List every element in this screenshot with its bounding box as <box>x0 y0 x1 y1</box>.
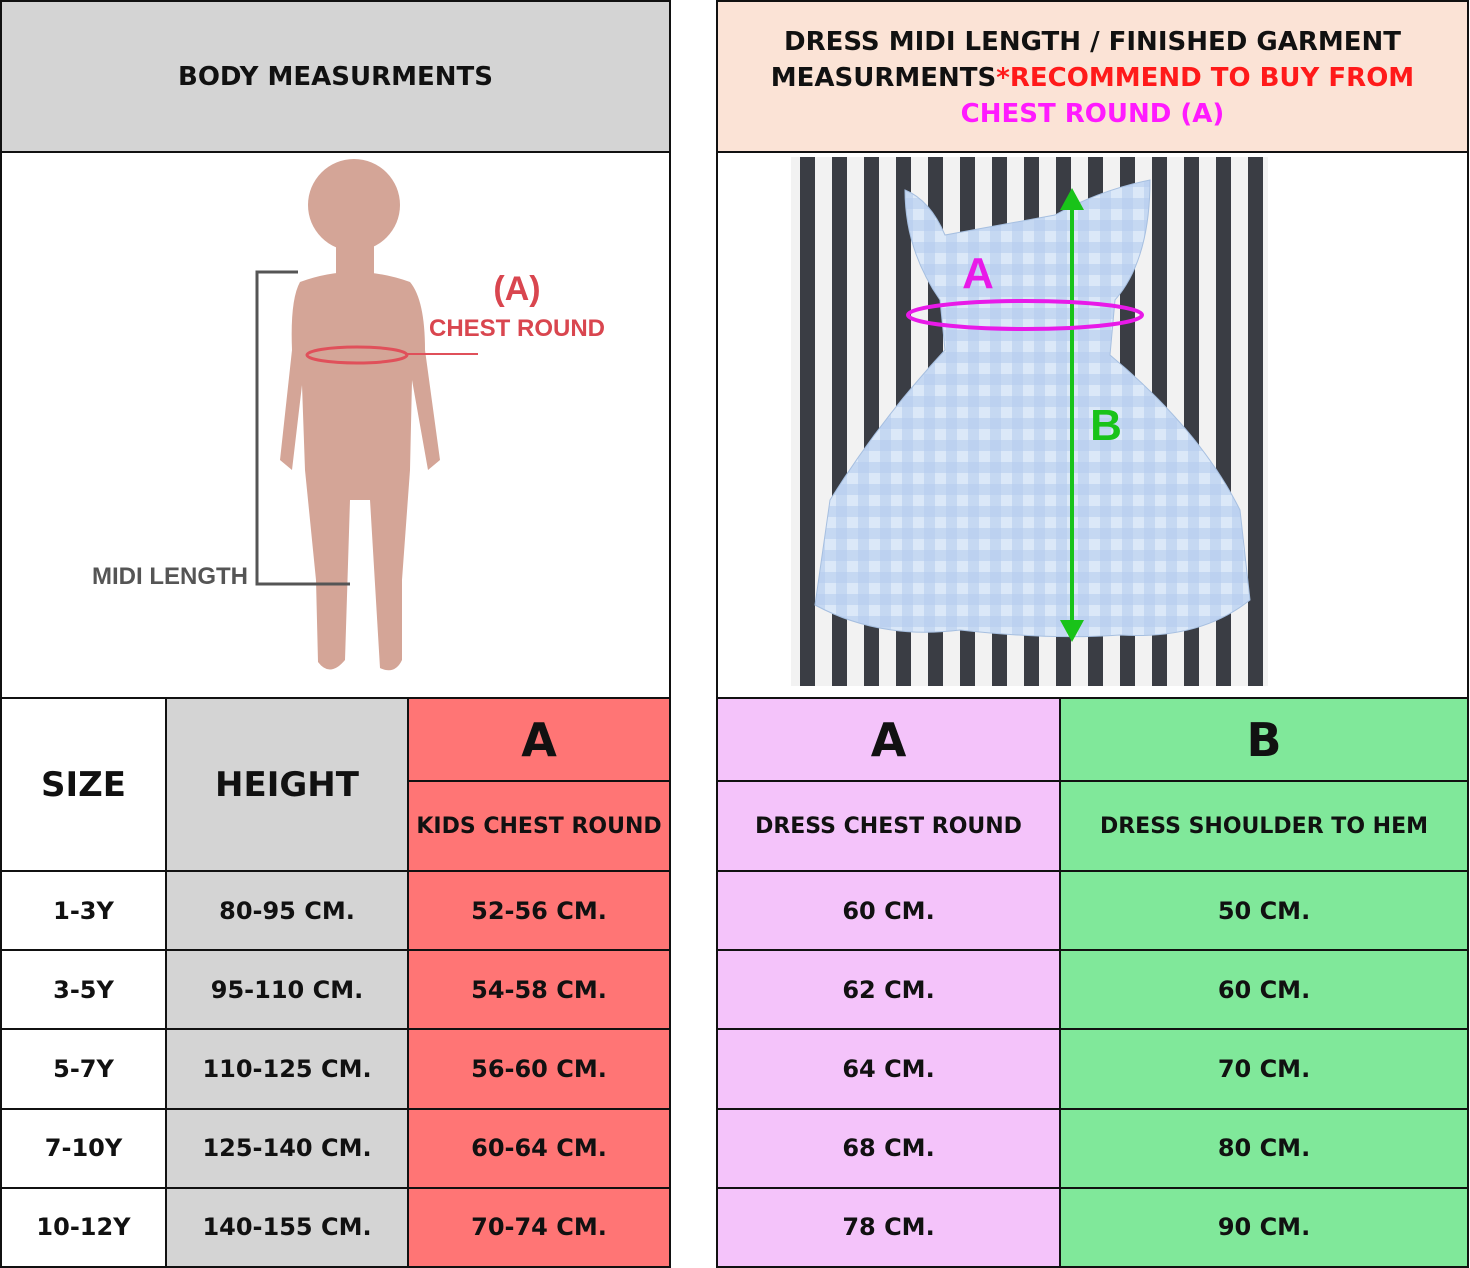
size-cell: 7-10Y <box>0 1107 167 1189</box>
dress-length-header: DRESS SHOULDER TO HEM <box>1059 780 1469 872</box>
dress-chest-header-text: DRESS CHEST ROUND <box>755 813 1022 839</box>
kids-chest-cell: 60-64 CM. <box>407 1107 671 1189</box>
height-cell: 95-110 CM. <box>165 949 409 1031</box>
height-cell: 140-155 CM. <box>165 1186 409 1268</box>
height-cell: 80-95 CM. <box>165 870 409 952</box>
b-header-text: B <box>1246 712 1282 767</box>
kids-chest-cell: 70-74 CM. <box>407 1186 671 1268</box>
dress-chest-cell: 64 CM. <box>716 1028 1061 1110</box>
a-header-text: A <box>870 712 907 767</box>
left-header: BODY MEASURMENTS <box>0 0 671 153</box>
kids-chest-cell-text: 60-64 CM. <box>471 1134 607 1163</box>
height-header-text: HEIGHT <box>215 764 359 805</box>
kids-chest-header-text: KIDS CHEST ROUND <box>416 813 662 839</box>
dress-length-cell: 80 CM. <box>1059 1107 1469 1189</box>
height-cell-text: 140-155 CM. <box>202 1213 372 1242</box>
height-cell-text: 95-110 CM. <box>210 975 364 1004</box>
size-cell-text: 7-10Y <box>44 1134 123 1163</box>
kids-chest-cell: 52-56 CM. <box>407 870 671 952</box>
b-header: B <box>1059 697 1469 782</box>
size-cell: 3-5Y <box>0 949 167 1031</box>
dress-chest-cell-text: 60 CM. <box>842 896 935 925</box>
dress-chest-cell: 60 CM. <box>716 870 1061 952</box>
dress-length-cell: 50 CM. <box>1059 870 1469 952</box>
dress-chest-cell-text: 78 CM. <box>842 1213 935 1242</box>
height-cell-text: 125-140 CM. <box>202 1134 372 1163</box>
kids-chest-cell-text: 70-74 CM. <box>471 1213 607 1242</box>
size-header-text: SIZE <box>40 764 127 805</box>
right-photo-area <box>716 151 1469 699</box>
height-cell: 110-125 CM. <box>165 1028 409 1110</box>
dress-length-cell-text: 70 CM. <box>1217 1054 1311 1083</box>
header-highlight: CHEST ROUND (A) <box>960 99 1225 129</box>
size-header: SIZE <box>0 697 167 872</box>
kids-chest-cell: 56-60 CM. <box>407 1028 671 1110</box>
kids-chest-cell-text: 56-60 CM. <box>471 1054 607 1083</box>
dress-chest-cell-text: 68 CM. <box>842 1134 935 1163</box>
size-cell-text: 10-12Y <box>36 1213 131 1242</box>
dress-chest-cell: 78 CM. <box>716 1186 1061 1268</box>
kids-chest-cell: 54-58 CM. <box>407 949 671 1031</box>
dress-length-cell-text: 80 CM. <box>1217 1134 1311 1163</box>
height-cell-text: 80-95 CM. <box>219 896 355 925</box>
a-header: A <box>407 697 671 782</box>
dress-chest-cell-text: 62 CM. <box>842 975 935 1004</box>
kids-chest-cell-text: 54-58 CM. <box>471 975 607 1004</box>
size-cell-text: 1-3Y <box>53 896 114 925</box>
right-header: DRESS MIDI LENGTH / FINISHED GARMENT MEA… <box>716 0 1469 153</box>
size-cell-text: 5-7Y <box>53 1054 114 1083</box>
height-header: HEIGHT <box>165 697 409 872</box>
height-cell-text: 110-125 CM. <box>202 1054 372 1083</box>
dress-length-cell-text: 90 CM. <box>1217 1213 1311 1242</box>
a-header-text: A <box>521 712 557 767</box>
dress-chest-cell-text: 64 CM. <box>842 1054 935 1083</box>
kids-chest-header: KIDS CHEST ROUND <box>407 780 671 872</box>
height-cell: 125-140 CM. <box>165 1107 409 1189</box>
left-header-text: BODY MEASURMENTS <box>178 61 493 92</box>
left-illustration-area <box>0 151 671 699</box>
size-cell: 5-7Y <box>0 1028 167 1110</box>
dress-chest-header: DRESS CHEST ROUND <box>716 780 1061 872</box>
dress-length-cell: 60 CM. <box>1059 949 1469 1031</box>
size-cell: 1-3Y <box>0 870 167 952</box>
size-cell: 10-12Y <box>0 1186 167 1268</box>
kids-chest-cell-text: 52-56 CM. <box>471 896 607 925</box>
dress-chest-cell: 68 CM. <box>716 1107 1061 1189</box>
dress-length-cell: 70 CM. <box>1059 1028 1469 1110</box>
size-cell-text: 3-5Y <box>53 975 114 1004</box>
dress-length-header-text: DRESS SHOULDER TO HEM <box>1099 813 1429 839</box>
dress-length-cell-text: 60 CM. <box>1217 975 1311 1004</box>
dress-length-cell: 90 CM. <box>1059 1186 1469 1268</box>
dress-chest-cell: 62 CM. <box>716 949 1061 1031</box>
a-header: A <box>716 697 1061 782</box>
header-note: *RECOMMEND TO BUY FROM <box>996 63 1415 93</box>
dress-length-cell-text: 50 CM. <box>1217 896 1311 925</box>
header-text: DRESS MIDI LENGTH / FINISHED GARMENT MEA… <box>770 27 1401 93</box>
